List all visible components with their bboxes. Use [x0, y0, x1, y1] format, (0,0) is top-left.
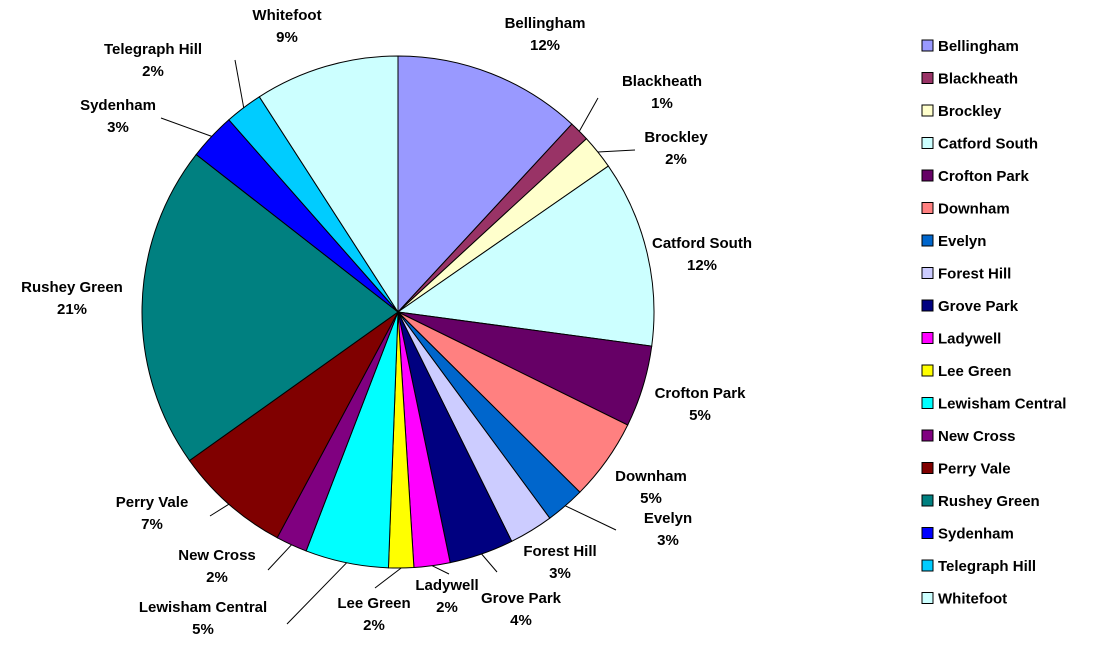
legend-label: New Cross — [938, 428, 1016, 445]
data-label-name: Rushey Green — [21, 279, 123, 296]
legend-swatch — [921, 429, 934, 442]
legend-swatch — [921, 332, 934, 344]
legend-label: Telegraph Hill — [938, 558, 1036, 575]
data-label-name: Catford South — [652, 235, 752, 252]
legend-swatch — [921, 39, 934, 52]
legend-label: Evelyn — [938, 233, 986, 250]
leader-line-ladywell — [431, 565, 450, 575]
data-label-percent: 2% — [363, 617, 385, 634]
pie-slice-bellingham — [397, 55, 573, 314]
data-label-name: Ladywell — [415, 577, 478, 594]
data-label-percent: 12% — [530, 37, 560, 54]
leader-line-telegraph-hill — [234, 59, 245, 108]
legend-label: Brockley — [938, 103, 1002, 120]
data-label-name: Crofton Park — [655, 385, 747, 402]
legend-label: Downham — [938, 201, 1010, 218]
legend-swatch — [921, 494, 934, 507]
legend-swatch — [921, 234, 934, 247]
data-label-name: Lee Green — [337, 595, 410, 612]
legend-swatch — [921, 72, 934, 84]
data-label-name: Blackheath — [622, 73, 702, 90]
pie-slices — [141, 55, 655, 569]
data-labels: Bellingham 12% Blackheath 1% Brockley 2% Catfo… — [21, 7, 752, 638]
data-label-name: New Cross — [178, 547, 256, 564]
pie-slice-whitefoot — [258, 55, 399, 314]
data-label-percent: 7% — [141, 516, 163, 533]
data-label-percent: 1% — [651, 95, 673, 112]
legend-label: Rushey Green — [938, 493, 1040, 510]
data-label-percent: 2% — [142, 63, 164, 80]
data-label-name: Lewisham Central — [139, 599, 267, 616]
leader-line-blackheath — [578, 97, 599, 132]
pie-slice-catford-south — [396, 165, 655, 347]
legend-label: Ladywell — [938, 331, 1001, 348]
legend-label: Perry Vale — [938, 461, 1011, 478]
data-label-percent: 4% — [510, 612, 532, 629]
legend-swatch — [921, 299, 934, 312]
data-label-name: Downham — [615, 468, 687, 485]
data-label-percent: 5% — [689, 407, 711, 424]
legend-label: Forest Hill — [938, 266, 1011, 283]
legend-swatch — [921, 137, 934, 149]
data-label-percent: 3% — [107, 119, 129, 136]
legend-swatch — [921, 104, 934, 117]
data-label-name: Evelyn — [644, 510, 692, 527]
data-label-percent: 3% — [657, 532, 679, 549]
legend-label: Catford South — [938, 136, 1038, 153]
data-label-name: Grove Park — [481, 590, 562, 607]
data-label-percent: 5% — [192, 621, 214, 638]
legend-swatch — [921, 559, 934, 572]
data-label-name: Sydenham — [80, 97, 156, 114]
legend-label: Bellingham — [938, 38, 1019, 55]
legend-swatch — [921, 202, 934, 214]
leader-line-grove-park — [481, 553, 498, 573]
data-label-percent: 12% — [687, 257, 717, 274]
data-label-percent: 2% — [665, 151, 687, 168]
legend-swatch — [921, 397, 934, 409]
leader-line-perry-vale — [209, 503, 230, 517]
data-label-percent: 2% — [436, 599, 458, 616]
legend-label: Crofton Park — [938, 168, 1030, 185]
legend-label: Blackheath — [938, 71, 1018, 88]
data-label-name: Forest Hill — [523, 543, 596, 560]
leader-line-brockley — [597, 149, 636, 153]
legend-swatch — [921, 267, 934, 279]
leader-line-sydenham — [160, 117, 212, 137]
leader-line-lewisham-central — [286, 562, 347, 625]
pie-slice-perry-vale — [188, 311, 399, 539]
legend-label: Lee Green — [938, 363, 1011, 380]
data-label-percent: 9% — [276, 29, 298, 46]
data-label-name: Brockley — [644, 129, 708, 146]
legend-swatch — [921, 527, 934, 539]
legend-swatch — [921, 364, 934, 377]
data-label-name: Bellingham — [505, 15, 586, 32]
legend: Bellingham Blackheath Brockley Catford Sout… — [921, 38, 1066, 608]
data-label-name: Whitefoot — [252, 7, 321, 24]
data-label-percent: 2% — [206, 569, 228, 586]
legend-swatch — [921, 592, 934, 604]
data-label-name: Perry Vale — [116, 494, 189, 511]
data-label-name: Telegraph Hill — [104, 41, 202, 58]
legend-label: Sydenham — [938, 526, 1014, 543]
leader-line-lee-green — [374, 567, 402, 589]
data-label-percent: 5% — [640, 490, 662, 507]
data-label-percent: 3% — [549, 565, 571, 582]
legend-label: Whitefoot — [938, 591, 1007, 608]
pie-slice-rushey-green — [141, 153, 399, 462]
leader-lines — [160, 59, 636, 625]
leader-line-new-cross — [267, 544, 292, 571]
leader-line-evelyn — [565, 505, 617, 531]
legend-label: Grove Park — [938, 298, 1019, 315]
legend-swatch — [921, 462, 934, 474]
legend-swatch — [921, 169, 934, 182]
data-label-percent: 21% — [57, 301, 87, 318]
legend-label: Lewisham Central — [938, 396, 1066, 413]
